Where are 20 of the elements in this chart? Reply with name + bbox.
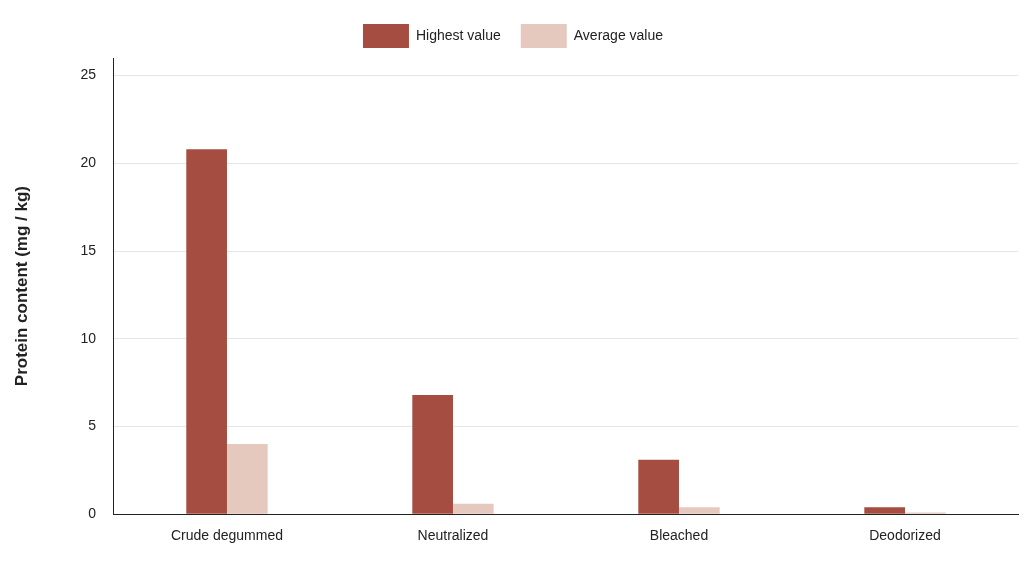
y-tick-label: 15 xyxy=(80,241,97,258)
bar xyxy=(412,394,453,514)
x-tick-label: Deodorized xyxy=(869,527,941,544)
y-tick-label: 10 xyxy=(80,329,97,346)
y-tick-label: 20 xyxy=(80,154,97,171)
x-tick-label: Bleached xyxy=(649,527,709,544)
bar xyxy=(186,149,227,514)
bar xyxy=(678,507,720,514)
bar xyxy=(864,507,905,514)
y-tick-label: 0 xyxy=(88,505,97,522)
x-tick-label: Neutralized xyxy=(417,527,489,544)
y-axis-title: Protein content (mg / kg) xyxy=(11,185,31,387)
bar xyxy=(226,444,268,514)
bar xyxy=(638,459,679,514)
legend-label: Average value xyxy=(573,26,664,43)
x-tick-label: Crude degummed xyxy=(170,527,284,544)
legend-label: Highest value xyxy=(415,26,501,43)
y-tick-label: 5 xyxy=(88,417,97,434)
y-tick-label: 25 xyxy=(80,66,97,83)
bar xyxy=(452,503,494,514)
